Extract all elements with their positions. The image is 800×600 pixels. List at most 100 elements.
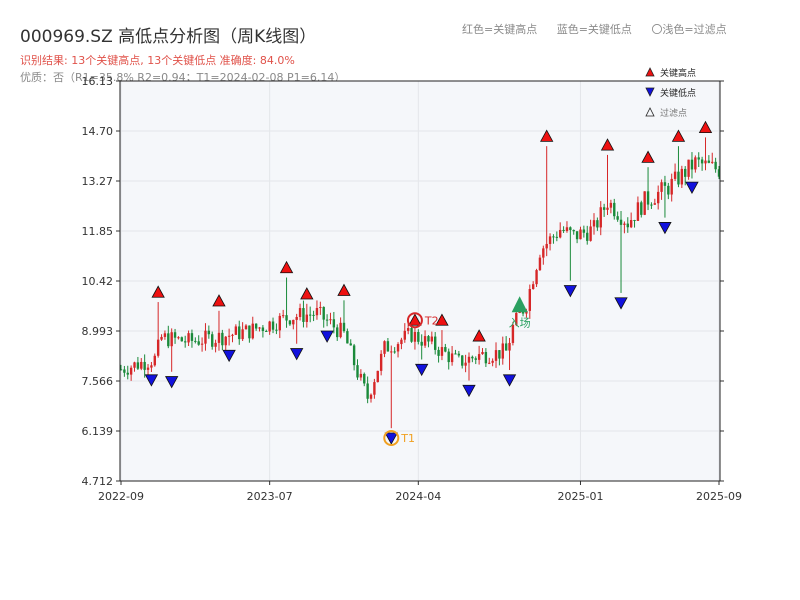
candle-body (690, 159, 694, 170)
candle-body (484, 352, 488, 364)
candle-body (129, 367, 133, 375)
candle-body (663, 182, 667, 186)
candle-body (241, 329, 244, 340)
key-high-marker (212, 294, 226, 307)
candle-body (464, 362, 467, 366)
candle-body (572, 230, 575, 232)
candle-body (684, 168, 687, 177)
candle-body (521, 311, 525, 314)
result-summary: 识别结果: 13个关键高点, 13个关键低点 准确度: 84.0% (20, 54, 295, 67)
candle-body (717, 169, 721, 177)
candle-body (288, 320, 292, 325)
key-high-marker (671, 129, 686, 142)
top-legend-light: 〇浅色=过滤点 (651, 23, 727, 36)
candle-body (629, 219, 633, 228)
candle-body (623, 223, 626, 225)
candle-body (511, 324, 515, 343)
candle-body (548, 236, 552, 244)
candle-body (410, 328, 413, 342)
candle-body (265, 330, 268, 332)
candle-body (170, 332, 173, 347)
candle-body (390, 351, 393, 353)
candle-body (697, 157, 700, 160)
candle-body (504, 343, 508, 351)
key-low-marker (384, 432, 398, 445)
candle-body (592, 220, 596, 227)
candle-body (538, 257, 542, 271)
x-tick-label: 2023-07 (247, 490, 293, 503)
top-legend: 红色=关键高点 蓝色=关键低点 〇浅色=过滤点 (462, 21, 743, 37)
candle-body (609, 202, 613, 208)
y-tick-label: 4.712 (82, 475, 114, 488)
candle-body (660, 182, 663, 192)
candle-body (555, 236, 559, 238)
key-high-marker (300, 287, 314, 300)
candle-body (292, 319, 295, 325)
entry-label: 入场 (509, 315, 531, 329)
top-legend-blue: 蓝色=关键低点 (556, 23, 632, 36)
candle-body (302, 308, 305, 322)
candle-body (376, 370, 379, 383)
candle-body (156, 339, 160, 356)
candle-body (275, 329, 278, 331)
candle-body (200, 343, 204, 345)
key-low-marker (165, 376, 179, 389)
candle-body (180, 337, 184, 342)
candle-body (183, 341, 187, 343)
candle-body (177, 337, 180, 339)
candle-body (434, 336, 437, 350)
candle-body (396, 344, 400, 352)
candle-body (352, 345, 356, 366)
candle-body (190, 333, 194, 341)
candle-body (251, 323, 254, 339)
candle-body (281, 315, 285, 317)
candle-body (211, 334, 214, 347)
candle-body (268, 321, 271, 332)
candle-body (423, 336, 427, 346)
candle-body (636, 202, 640, 221)
candle-body (656, 191, 660, 204)
candle-body (575, 231, 579, 240)
candle-body (126, 372, 129, 375)
key-low-marker (222, 349, 236, 363)
candle-body (454, 353, 457, 355)
candle-body (440, 347, 444, 356)
candle-body (667, 185, 670, 195)
candle-body (427, 336, 430, 342)
key-high-marker (698, 120, 713, 133)
candle-body (261, 327, 265, 331)
candle-body (569, 227, 572, 231)
candle-body (315, 308, 319, 316)
candle-body (437, 349, 440, 356)
candle-body (501, 343, 504, 359)
candle-body (187, 333, 190, 343)
candle-body (646, 191, 650, 205)
candle-body (417, 332, 420, 342)
candle-body (481, 352, 484, 355)
candle-body (711, 161, 714, 163)
candle-body (308, 314, 312, 316)
candle-body (694, 157, 697, 170)
plot-frame (119, 80, 721, 482)
candle-body (542, 248, 545, 258)
special-point-ring (383, 429, 400, 446)
y-tick-label: 10.42 (82, 275, 114, 288)
key-low-marker (685, 181, 699, 194)
legend-symbol (645, 107, 655, 117)
candle-body (214, 342, 217, 347)
x-tick-label: 2024-04 (395, 490, 441, 503)
candle-body (640, 202, 643, 215)
candle-body (596, 220, 599, 228)
candle-body (119, 369, 123, 371)
candle-body (227, 335, 231, 337)
candle-body (366, 383, 369, 399)
candle-body (714, 161, 717, 170)
x-tick-label: 2025-09 (696, 490, 742, 503)
candle-body (680, 168, 684, 185)
special-point-label: T2 (424, 314, 439, 327)
legend-label: 过滤点 (660, 107, 687, 119)
key-low-marker (563, 285, 578, 298)
candle-body (406, 328, 410, 331)
candle-body (518, 311, 521, 313)
